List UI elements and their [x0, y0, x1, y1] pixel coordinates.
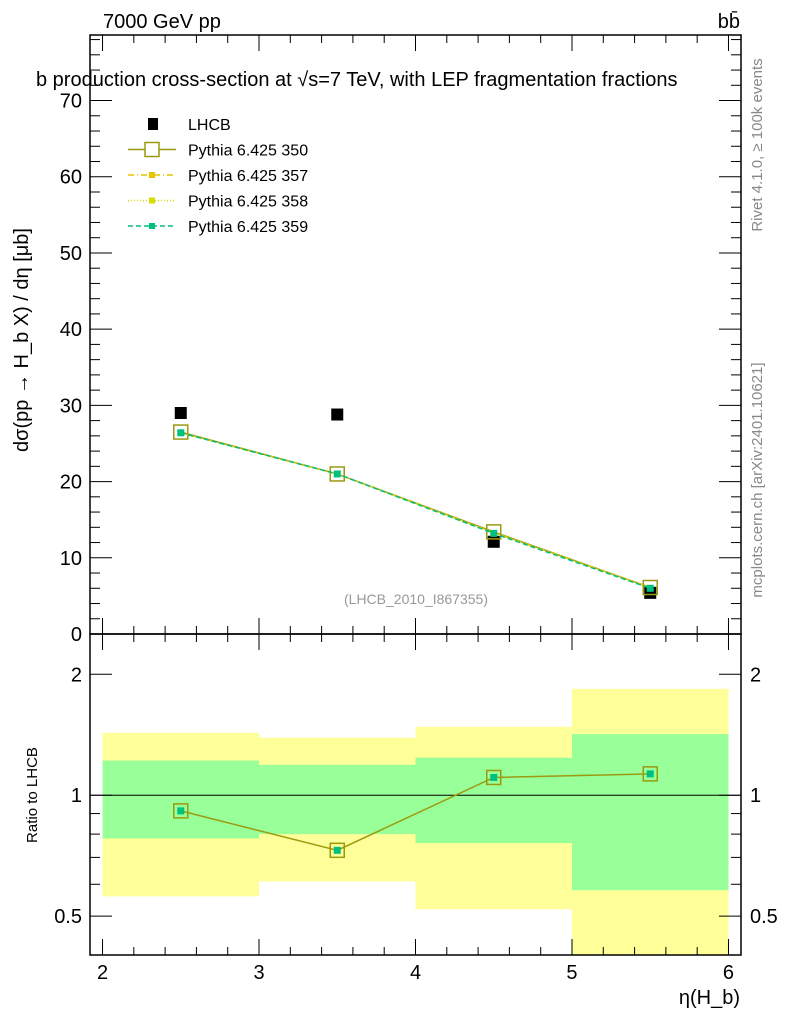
- legend: LHCB Pythia 6.425 350 Pythia 6.425 357 Pyth…: [128, 117, 308, 236]
- data-point-lhcb: [331, 408, 344, 421]
- ratio-marker: [485, 769, 502, 786]
- mc-line-4: [180, 432, 651, 589]
- x-axis-label: η(H_b): [679, 987, 740, 1009]
- legend-label: Pythia 6.425 359: [188, 219, 308, 236]
- ratio-y-tick-label: 0.5: [54, 906, 82, 928]
- ratio-band-inner: [259, 764, 416, 835]
- x-tick-label: 6: [723, 962, 734, 984]
- mc-marker: [177, 429, 185, 437]
- ratio-marker: [333, 846, 341, 854]
- ratio-y-tick-label: 2: [71, 664, 82, 686]
- legend-marker: [144, 141, 160, 158]
- y-tick-label: 30: [60, 395, 82, 417]
- ratio-band-inner: [415, 757, 572, 844]
- mc-marker: [173, 424, 189, 440]
- mc-marker: [329, 466, 346, 482]
- mc-marker: [333, 470, 341, 478]
- mc-marker: [646, 584, 654, 592]
- y-tick-label: 40: [60, 319, 82, 341]
- y-axis-label: dσ(pp → H_b X) / dη [μb]: [11, 228, 33, 452]
- ratio-marker: [173, 803, 189, 819]
- mc-marker: [485, 524, 502, 540]
- ratio-marker: [642, 766, 658, 782]
- y-tick-label: 20: [60, 472, 82, 494]
- ratio-marker: [646, 770, 654, 778]
- mcplots-label: mcplots.cern.ch [arXiv:2401.10621]: [749, 362, 766, 597]
- ratio-marker: [329, 842, 346, 859]
- plot-title: b production cross-section at √s=7 TeV, …: [36, 69, 678, 91]
- x-tick-label: 2: [97, 962, 108, 984]
- legend-marker-lhcb: [148, 118, 158, 130]
- mc-marker: [490, 529, 498, 537]
- analysis-watermark: (LHCB_2010_I867355): [344, 591, 488, 607]
- ratio-line: [180, 773, 651, 852]
- mc-marker: [642, 579, 658, 596]
- ratio-y-tick-label-right: 0.5: [750, 906, 778, 928]
- ratio-marker: [177, 807, 185, 815]
- ratio-frame: [89, 633, 742, 956]
- y-tick-label: 50: [60, 243, 82, 265]
- ratio-y-tick-label-right: 1: [750, 785, 761, 807]
- header-right: bb̄: [718, 10, 740, 33]
- header-left: 7000 GeV pp: [103, 11, 221, 33]
- legend-marker: [149, 223, 155, 229]
- rivet-label: Rivet 4.1.0, ≥ 100k events: [749, 58, 766, 231]
- legend-label: LHCB: [188, 117, 231, 134]
- data-point-lhcb: [487, 535, 500, 548]
- data-point-lhcb: [174, 406, 187, 419]
- legend-label: Pythia 6.425 358: [188, 194, 308, 211]
- ratio-marker: [490, 773, 498, 781]
- ratio-bands: [102, 688, 729, 955]
- ratio-y-tick-label: 1: [71, 785, 82, 807]
- ratio-y-tick-label-right: 2: [750, 664, 761, 686]
- y-tick-label: 70: [60, 91, 82, 113]
- x-tick-label: 5: [566, 962, 577, 984]
- ratio-band-inner: [102, 760, 260, 839]
- legend-label: Pythia 6.425 350: [188, 143, 308, 160]
- ratio-y-label: Ratio to LHCB: [24, 747, 41, 843]
- y-tick-label: 0: [71, 624, 82, 646]
- y-tick-label: 60: [60, 167, 82, 189]
- x-tick-label: 3: [253, 962, 264, 984]
- ratio-band-inner: [571, 734, 729, 891]
- legend-marker: [149, 197, 155, 204]
- legend-marker: [149, 172, 155, 178]
- x-tick-label: 4: [410, 962, 421, 984]
- legend-label: Pythia 6.425 357: [188, 168, 308, 185]
- y-tick-label: 10: [60, 548, 82, 570]
